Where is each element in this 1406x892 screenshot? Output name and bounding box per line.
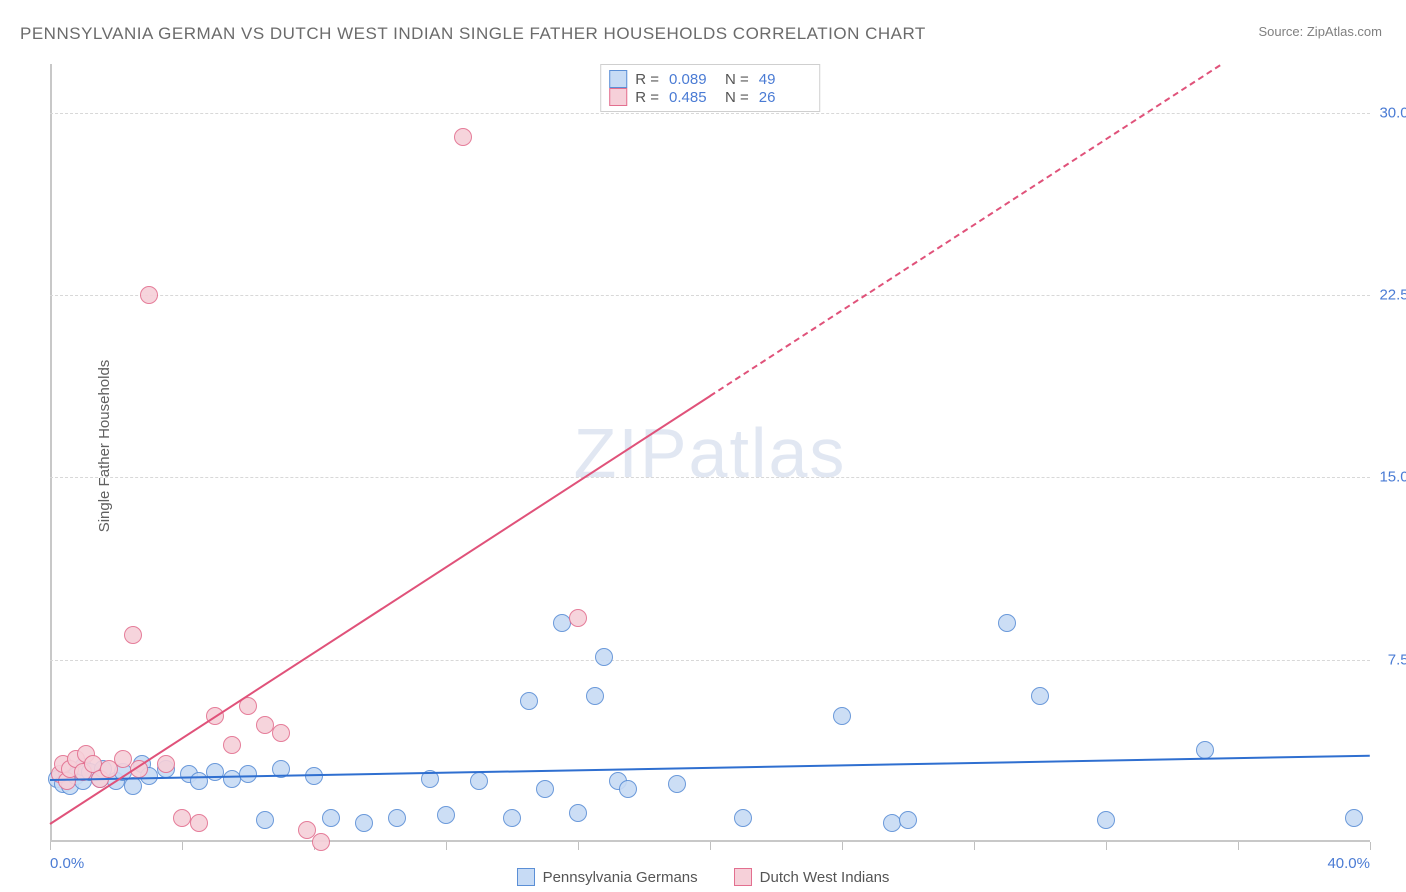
plot-area: ZIPatlas R =0.089N =49R =0.485N =26 7.5%… xyxy=(50,64,1370,842)
x-axis-max-label: 40.0% xyxy=(1327,855,1370,872)
source-attribution: Source: ZipAtlas.com xyxy=(1258,24,1382,39)
legend-label: Dutch West Indians xyxy=(760,869,890,886)
data-point xyxy=(437,806,455,824)
source-name: ZipAtlas.com xyxy=(1307,24,1382,39)
legend-swatch xyxy=(734,868,752,886)
data-point xyxy=(355,814,373,832)
stat-row: R = 0.089 N = 49 xyxy=(609,70,807,88)
data-point xyxy=(223,770,241,788)
legend-label: Pennsylvania Germans xyxy=(543,869,698,886)
series-swatch xyxy=(609,70,627,88)
chart-title: PENNSYLVANIA GERMAN VS DUTCH WEST INDIAN… xyxy=(20,24,926,44)
data-point xyxy=(173,809,191,827)
x-tick xyxy=(578,842,579,850)
y-tick-label: 7.5% xyxy=(1388,651,1406,668)
data-point xyxy=(305,767,323,785)
data-point xyxy=(388,809,406,827)
gridline xyxy=(50,477,1370,478)
x-tick xyxy=(1106,842,1107,850)
data-point xyxy=(190,772,208,790)
r-value: 0.485 xyxy=(669,89,717,106)
data-point xyxy=(124,777,142,795)
data-point xyxy=(312,833,330,851)
data-point xyxy=(114,750,132,768)
correlation-stats-box: R = 0.089 N = 49 R = 0.485 N = 26 xyxy=(600,64,820,112)
data-point xyxy=(536,780,554,798)
trend-line xyxy=(709,64,1220,396)
data-point xyxy=(503,809,521,827)
data-point xyxy=(124,626,142,644)
data-point xyxy=(569,804,587,822)
data-point xyxy=(883,814,901,832)
r-label: R = xyxy=(635,71,659,88)
data-point xyxy=(454,128,472,146)
watermark-zip: ZIP xyxy=(574,414,689,492)
data-point xyxy=(190,814,208,832)
data-point xyxy=(1097,811,1115,829)
data-point xyxy=(833,707,851,725)
gridline xyxy=(50,660,1370,661)
y-axis-line xyxy=(50,64,52,842)
data-point xyxy=(1196,741,1214,759)
data-point xyxy=(734,809,752,827)
data-point xyxy=(520,692,538,710)
legend-item: Dutch West Indians xyxy=(734,868,890,886)
x-tick xyxy=(50,842,51,850)
trend-line xyxy=(49,395,710,825)
legend-item: Pennsylvania Germans xyxy=(517,868,698,886)
data-point xyxy=(569,609,587,627)
n-label: N = xyxy=(725,71,749,88)
data-point xyxy=(595,648,613,666)
data-point xyxy=(272,724,290,742)
watermark: ZIPatlas xyxy=(574,413,847,493)
r-value: 0.089 xyxy=(669,71,717,88)
data-point xyxy=(586,687,604,705)
data-point xyxy=(256,811,274,829)
legend-swatch xyxy=(517,868,535,886)
x-tick xyxy=(1238,842,1239,850)
data-point xyxy=(470,772,488,790)
data-point xyxy=(223,736,241,754)
data-point xyxy=(256,716,274,734)
x-tick xyxy=(1370,842,1371,850)
n-label: N = xyxy=(725,89,749,106)
y-tick-label: 15.0% xyxy=(1379,469,1406,486)
data-point xyxy=(140,286,158,304)
series-swatch xyxy=(609,88,627,106)
data-point xyxy=(322,809,340,827)
data-point xyxy=(619,780,637,798)
data-point xyxy=(1345,809,1363,827)
r-label: R = xyxy=(635,89,659,106)
gridline xyxy=(50,113,1370,114)
x-tick xyxy=(710,842,711,850)
gridline xyxy=(50,295,1370,296)
x-tick xyxy=(446,842,447,850)
series-legend: Pennsylvania Germans Dutch West Indians xyxy=(0,868,1406,886)
y-tick-label: 30.0% xyxy=(1379,104,1406,121)
x-tick xyxy=(182,842,183,850)
data-point xyxy=(553,614,571,632)
data-point xyxy=(998,614,1016,632)
data-point xyxy=(157,755,175,773)
data-point xyxy=(899,811,917,829)
data-point xyxy=(668,775,686,793)
x-tick xyxy=(974,842,975,850)
n-value: 26 xyxy=(759,89,807,106)
y-tick-label: 22.5% xyxy=(1379,286,1406,303)
x-tick xyxy=(842,842,843,850)
n-value: 49 xyxy=(759,71,807,88)
stat-row: R = 0.485 N = 26 xyxy=(609,88,807,106)
source-prefix: Source: xyxy=(1258,24,1306,39)
x-axis-min-label: 0.0% xyxy=(50,855,84,872)
data-point xyxy=(1031,687,1049,705)
data-point xyxy=(239,765,257,783)
watermark-atlas: atlas xyxy=(689,414,847,492)
